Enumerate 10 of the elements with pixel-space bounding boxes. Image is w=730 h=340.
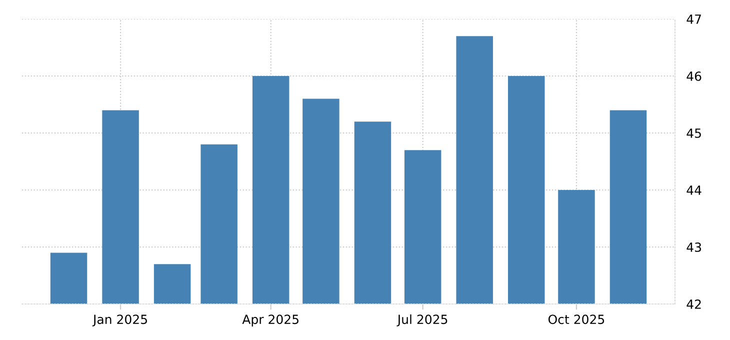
- y-tick-label: 43: [686, 242, 702, 252]
- y-tick-label: 44: [686, 186, 702, 195]
- y-tick-label: 45: [686, 128, 701, 138]
- x-tick-label: Apr 2025: [242, 314, 298, 327]
- y-tick-label: 42: [686, 299, 701, 309]
- x-tick-label: Jul 2025: [396, 314, 448, 326]
- x-tick-label: Jan 2025: [92, 314, 147, 326]
- x-tick-label: Oct 2025: [548, 314, 604, 324]
- y-tick-label: 46: [686, 71, 702, 81]
- y-tick-label: 47: [686, 14, 701, 24]
